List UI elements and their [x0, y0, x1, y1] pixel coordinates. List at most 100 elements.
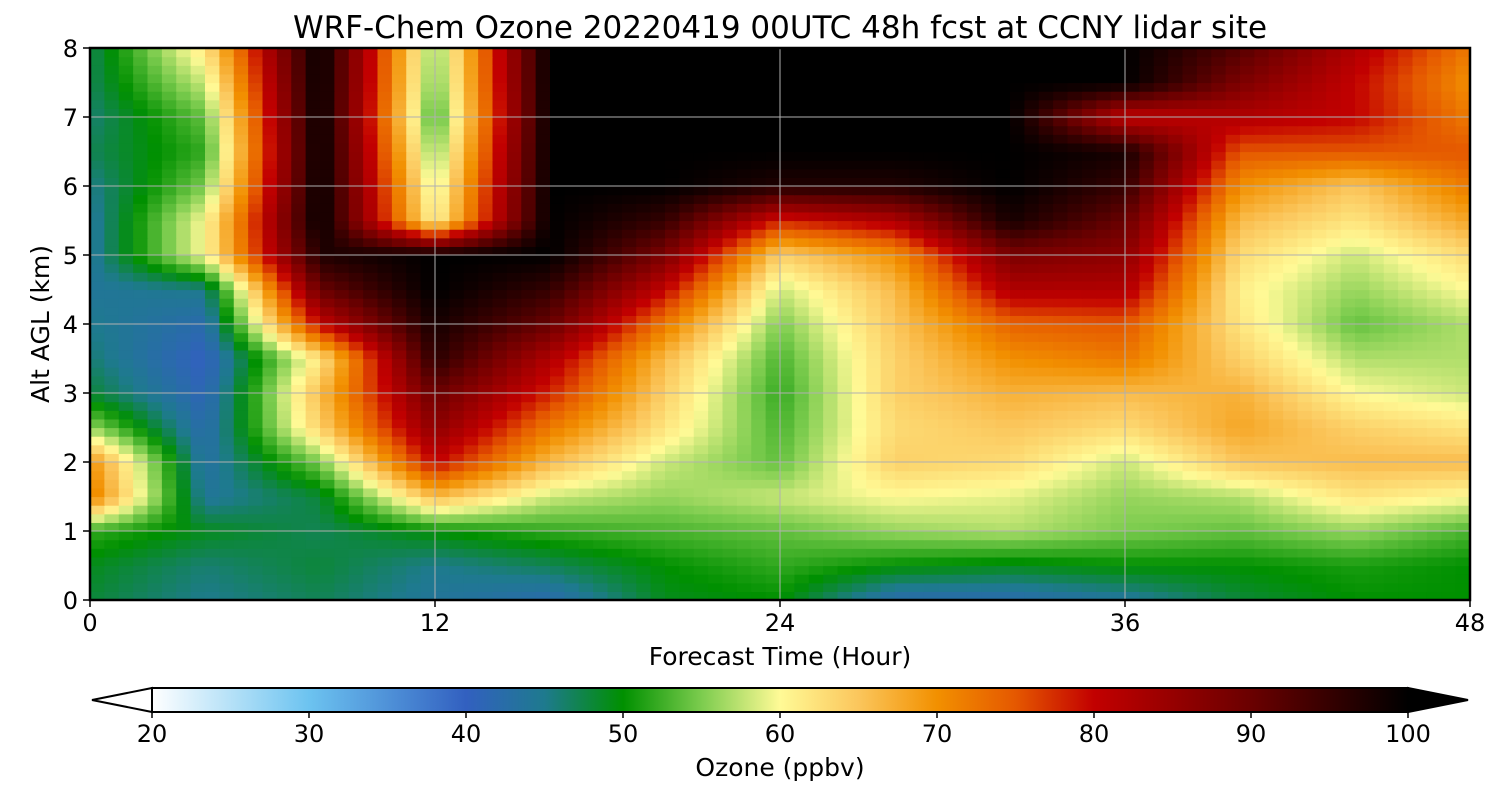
heatmap-cell [1283, 453, 1298, 462]
heatmap-cell [679, 410, 694, 419]
heatmap-cell [1211, 160, 1226, 169]
heatmap-cell [1154, 514, 1169, 523]
heatmap-cell [1283, 384, 1298, 393]
heatmap-cell [780, 488, 795, 497]
heatmap-cell [909, 298, 924, 307]
heatmap-cell [550, 333, 565, 342]
heatmap-cell [809, 428, 824, 437]
heatmap-cell [291, 453, 306, 462]
heatmap-cell [363, 436, 378, 445]
heatmap-cell [1139, 160, 1154, 169]
heatmap-cell [737, 557, 752, 566]
heatmap-cell [1068, 272, 1083, 281]
heatmap-cell [1326, 238, 1341, 247]
heatmap-cell [148, 315, 163, 324]
heatmap-cell [392, 221, 407, 230]
heatmap-cell [909, 272, 924, 281]
heatmap-cell [651, 419, 666, 428]
heatmap-cell [737, 264, 752, 273]
heatmap-cell [1197, 462, 1212, 471]
heatmap-cell [579, 333, 594, 342]
heatmap-cell [248, 229, 263, 238]
heatmap-cell [636, 376, 651, 385]
heatmap-cell [708, 488, 723, 497]
heatmap-cell [1010, 307, 1025, 316]
heatmap-cell [953, 212, 968, 221]
heatmap-cell [794, 152, 809, 161]
heatmap-cell [996, 548, 1011, 557]
heatmap-cell [981, 531, 996, 540]
heatmap-cell [1211, 350, 1226, 359]
heatmap-cell [205, 177, 220, 186]
heatmap-cell [881, 298, 896, 307]
heatmap-cell [938, 195, 953, 204]
heatmap-cell [1312, 548, 1327, 557]
heatmap-cell [866, 307, 881, 316]
heatmap-cell [148, 195, 163, 204]
heatmap-cell [1068, 290, 1083, 299]
heatmap-cell [291, 393, 306, 402]
heatmap-cell [1384, 488, 1399, 497]
heatmap-cell [320, 264, 335, 273]
heatmap-cell [622, 471, 637, 480]
heatmap-cell [1053, 221, 1068, 230]
heatmap-cell [478, 462, 493, 471]
heatmap-cell [924, 548, 939, 557]
heatmap-cell [823, 402, 838, 411]
heatmap-cell [895, 272, 910, 281]
heatmap-cell [291, 479, 306, 488]
heatmap-cell [1053, 324, 1068, 333]
heatmap-cell [866, 195, 881, 204]
heatmap-cell [881, 419, 896, 428]
heatmap-cell [263, 160, 278, 169]
heatmap-cell [679, 229, 694, 238]
heatmap-cell [564, 264, 579, 273]
heatmap-cell [1298, 290, 1313, 299]
heatmap-cell [593, 169, 608, 178]
heatmap-cell [1240, 195, 1255, 204]
heatmap-cell [564, 479, 579, 488]
heatmap-cell [1139, 540, 1154, 549]
heatmap-cell [148, 238, 163, 247]
heatmap-cell [392, 298, 407, 307]
heatmap-cell [938, 376, 953, 385]
heatmap-cell [1240, 505, 1255, 514]
heatmap-cell [176, 583, 191, 592]
heatmap-cell [1341, 402, 1356, 411]
heatmap-cell [1125, 393, 1140, 402]
heatmap-cell [205, 384, 220, 393]
heatmap-cell [564, 462, 579, 471]
heatmap-cell [766, 290, 781, 299]
heatmap-cell [636, 522, 651, 531]
heatmap-cell [1039, 531, 1054, 540]
heatmap-cell [766, 419, 781, 428]
heatmap-cell [953, 350, 968, 359]
heatmap-cell [521, 324, 536, 333]
heatmap-cell [464, 341, 479, 350]
heatmap-cell [1456, 566, 1471, 575]
heatmap-cell [1326, 341, 1341, 350]
heatmap-cell [349, 238, 364, 247]
heatmap-cell [521, 307, 536, 316]
heatmap-cell [1427, 255, 1442, 264]
heatmap-cell [1456, 410, 1471, 419]
heatmap-cell [1456, 333, 1471, 342]
heatmap-cell [823, 350, 838, 359]
heatmap-cell [694, 341, 709, 350]
heatmap-cell [133, 169, 148, 178]
heatmap-cell [435, 548, 450, 557]
heatmap-cell [1111, 160, 1126, 169]
heatmap-cell [909, 488, 924, 497]
heatmap-cell [464, 160, 479, 169]
heatmap-cell [1111, 290, 1126, 299]
heatmap-cell [378, 152, 393, 161]
heatmap-cell [1168, 229, 1183, 238]
heatmap-cell [1369, 246, 1384, 255]
heatmap-cell [1240, 229, 1255, 238]
heatmap-cell [694, 169, 709, 178]
heatmap-cell [564, 505, 579, 514]
heatmap-cell [1326, 462, 1341, 471]
heatmap-cell [924, 246, 939, 255]
heatmap-cell [838, 315, 853, 324]
heatmap-cell [1183, 462, 1198, 471]
